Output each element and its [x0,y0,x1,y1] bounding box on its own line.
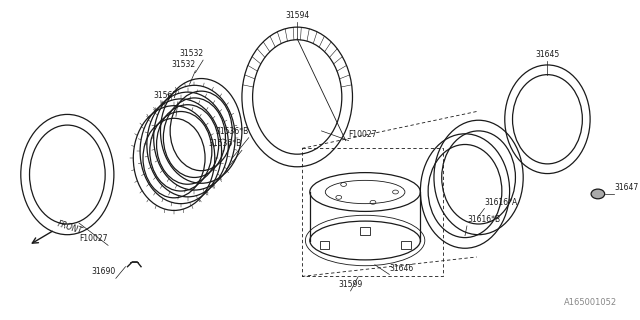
Text: 31616*A: 31616*A [484,197,518,206]
Text: F10027: F10027 [349,130,377,139]
FancyBboxPatch shape [401,242,411,249]
Text: 31536*B: 31536*B [209,140,242,148]
Text: 31645: 31645 [535,50,559,59]
Text: 31532: 31532 [172,60,195,69]
Text: F10027: F10027 [79,235,108,244]
Text: 31646: 31646 [389,263,413,273]
FancyBboxPatch shape [319,242,329,249]
Text: 31616*B: 31616*B [467,215,500,224]
Text: FRONT: FRONT [57,220,84,236]
Text: 31536*B: 31536*B [216,127,249,136]
Text: 31532: 31532 [179,49,203,58]
Text: A165001052: A165001052 [564,299,617,308]
FancyBboxPatch shape [360,227,370,235]
Text: 31594: 31594 [285,11,309,20]
Text: 31690: 31690 [92,268,116,276]
Text: 31567: 31567 [154,91,178,100]
Text: 31599: 31599 [339,280,363,289]
Ellipse shape [591,189,605,199]
Text: 31647: 31647 [614,183,639,192]
